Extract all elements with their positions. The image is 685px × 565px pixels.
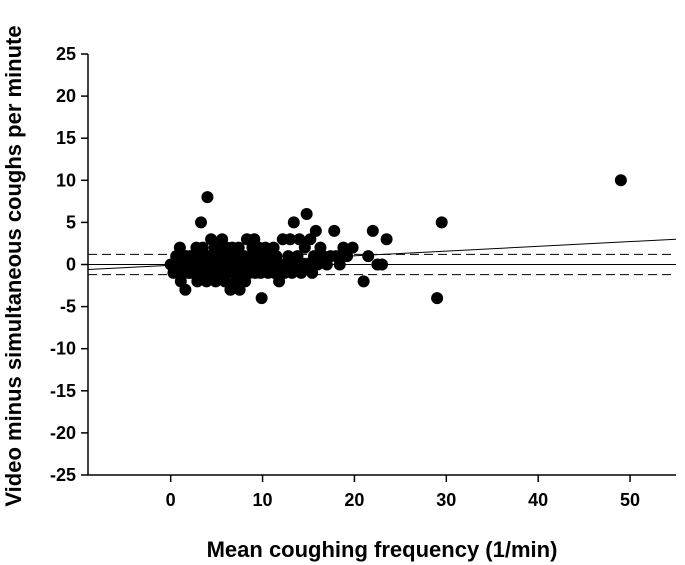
data-point xyxy=(346,241,359,254)
axis-ticks: 0 10 20 30 40 50 -25 -20 -15 -10 -5 0 5 10 15 20 25 xyxy=(50,44,640,510)
data-point xyxy=(179,283,192,296)
data-point xyxy=(362,250,375,263)
data-point xyxy=(287,216,300,229)
data-point xyxy=(357,275,370,288)
data-point xyxy=(282,250,295,263)
y-tick-label: 10 xyxy=(56,170,76,190)
data-point xyxy=(380,233,393,246)
y-tick-label: -15 xyxy=(50,381,76,401)
y-tick-label: -10 xyxy=(50,339,76,359)
y-tick-label: -20 xyxy=(50,423,76,443)
data-point xyxy=(328,224,341,237)
x-tick-label: 30 xyxy=(436,490,456,510)
y-tick-label: 5 xyxy=(66,212,76,232)
y-axis-title: Video minus simultaneous coughs per minu… xyxy=(1,25,26,506)
data-point xyxy=(366,224,379,237)
data-point xyxy=(255,292,268,305)
data-point xyxy=(614,174,627,187)
y-tick-label: 25 xyxy=(56,44,76,64)
y-tick-label: 20 xyxy=(56,86,76,106)
data-points xyxy=(164,174,627,305)
data-point xyxy=(431,292,444,305)
x-tick-label: 40 xyxy=(528,490,548,510)
data-point xyxy=(376,258,388,271)
y-tick-label: 15 xyxy=(56,128,76,148)
data-point xyxy=(309,224,322,237)
x-tick-label: 50 xyxy=(620,490,640,510)
y-tick-label: 0 xyxy=(66,255,76,275)
data-point xyxy=(284,233,297,246)
y-tick-label: -5 xyxy=(60,297,76,317)
data-point xyxy=(300,207,313,220)
x-tick-label: 20 xyxy=(344,490,364,510)
x-tick-label: 10 xyxy=(253,490,273,510)
y-tick-label: -25 xyxy=(50,465,76,485)
data-point xyxy=(333,258,346,271)
data-point xyxy=(201,191,214,204)
data-point xyxy=(195,216,208,229)
x-axis-title: Mean coughing frequency (1/min) xyxy=(207,537,558,562)
data-point xyxy=(435,216,448,229)
x-tick-label: 0 xyxy=(166,490,176,510)
